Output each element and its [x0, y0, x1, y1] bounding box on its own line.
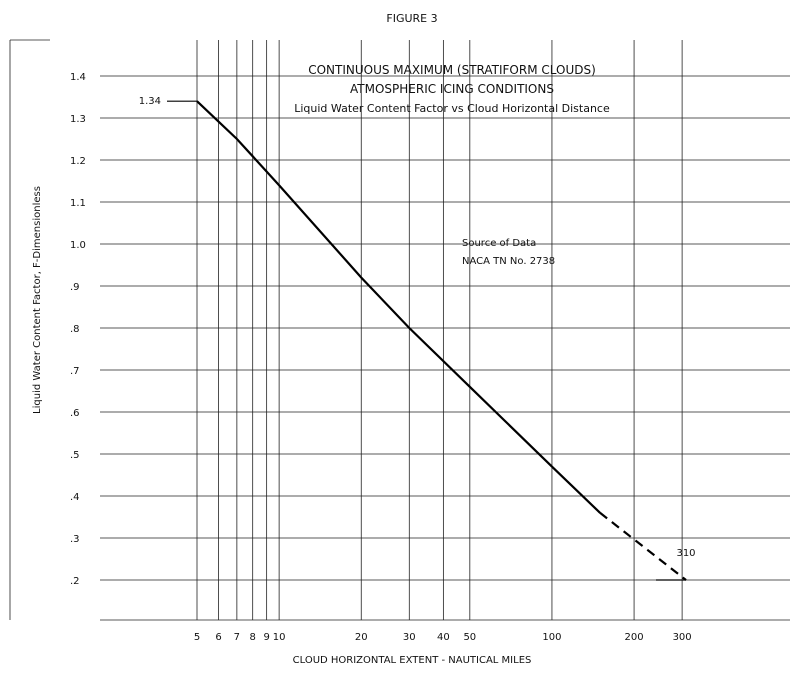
y-tick-label: .4	[70, 492, 80, 503]
annotation-1-34: 1.34	[139, 96, 161, 107]
y-tick-label: 1.0	[70, 240, 86, 251]
grid-lines	[9, 39, 790, 621]
x-axis-label: CLOUD HORIZONTAL EXTENT - NAUTICAL MILES	[293, 655, 532, 666]
y-tick-label: 1.1	[70, 198, 86, 209]
y-tick-label: .9	[70, 282, 80, 293]
y-tick-label: .5	[70, 450, 80, 461]
annotations: 1.34 310	[139, 96, 696, 581]
y-axis-label: Liquid Water Content Factor, F-Dimension…	[32, 186, 43, 414]
y-tick-label: 1.4	[70, 72, 86, 83]
chart-title-line-2: ATMOSPHERIC ICING CONDITIONS	[350, 82, 554, 96]
chart-subtitle: Liquid Water Content Factor vs Cloud Hor…	[294, 102, 610, 115]
x-tick-label: 100	[542, 632, 561, 643]
y-tick-label: .6	[70, 408, 80, 419]
x-tick-label: 30	[403, 632, 416, 643]
x-tick-label: 20	[355, 632, 368, 643]
x-tick-label: 50	[463, 632, 476, 643]
y-tick-label: 1.3	[70, 114, 86, 125]
y-tick-label: .8	[70, 324, 80, 335]
figure-label: FIGURE 3	[386, 12, 437, 25]
y-tick-label: .7	[70, 366, 80, 377]
annotation-310: 310	[676, 548, 695, 559]
extrapolated-curve	[599, 511, 687, 581]
x-tick-label: 8	[250, 632, 256, 643]
chart-title-line-1: CONTINUOUS MAXIMUM (STRATIFORM CLOUDS)	[308, 63, 596, 77]
lwc-factor-curve	[196, 100, 601, 514]
source-note-line-2: NACA TN No. 2738	[462, 256, 555, 267]
x-tick-label: 7	[234, 632, 240, 643]
x-tick-label: 10	[273, 632, 286, 643]
x-tick-label: 6	[215, 632, 221, 643]
x-tick-label: 300	[673, 632, 692, 643]
y-tick-label: .3	[70, 534, 80, 545]
y-tick-label: .2	[70, 576, 80, 587]
x-tick-label: 40	[437, 632, 450, 643]
x-tick-label: 5	[194, 632, 200, 643]
x-tick-label: 200	[625, 632, 644, 643]
data-series	[196, 100, 687, 581]
y-tick-label: 1.2	[70, 156, 86, 167]
source-note-line-1: Source of Data	[462, 238, 536, 249]
tick-labels: .2 .3 .4 .5 .6 .7 .8 .9 1.0 1.1 1.2 1.3 1.4 5 6 7 8 9 10 20…	[70, 72, 692, 643]
x-tick-label: 9	[263, 632, 269, 643]
